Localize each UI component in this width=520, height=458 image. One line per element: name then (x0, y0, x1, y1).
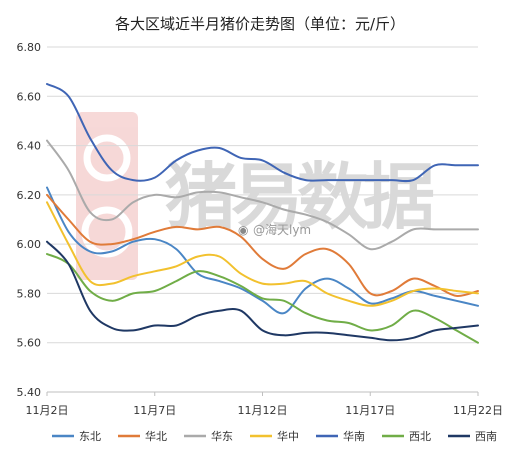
series-line-5 (46, 83, 479, 183)
legend-label: 华南 (343, 429, 365, 443)
y-tick-label: 5.40 (17, 386, 42, 399)
legend-label: 华北 (145, 429, 167, 443)
legend: 东北 华北 华东 华中 华南 西北 西南 (52, 429, 497, 443)
series-line-4 (46, 201, 479, 307)
y-tick-label: 6.20 (17, 189, 42, 202)
weibo-handle: @海天lym (253, 222, 311, 237)
x-tick-label: 11月2日 (26, 404, 69, 417)
axes: 5.40 5.60 5.80 6.00 6.20 6.40 6.60 6.80 11月2日 11月… (17, 41, 504, 417)
series-line-7 (46, 240, 479, 342)
y-tick-label: 6.60 (17, 90, 42, 103)
y-tick-label: 5.60 (17, 337, 42, 350)
watermark: 猪易数据 (76, 112, 435, 280)
series-line-3 (46, 139, 479, 251)
series-line-2 (46, 193, 479, 297)
watermark-logo-text: 猪易数据 (165, 154, 435, 239)
weibo-icon: ◉ (238, 223, 248, 237)
chart-title: 各大区域近半月猪价走势图（单位：元/斤） (115, 15, 405, 33)
weibo-watermark: ◉ @海天lym (238, 222, 311, 237)
series-line-1 (46, 186, 479, 315)
legend-label: 华东 (211, 429, 233, 443)
legend-label: 华中 (277, 429, 299, 443)
legend-label: 西北 (409, 430, 431, 443)
y-tick-label: 6.40 (17, 140, 42, 153)
legend-label: 西南 (475, 430, 497, 443)
y-tick-label: 5.80 (17, 287, 42, 300)
x-tick-label: 11月17日 (345, 404, 395, 417)
x-tick-label: 11月22日 (453, 404, 503, 417)
legend-label: 东北 (79, 430, 101, 443)
y-tick-label: 6.80 (17, 41, 42, 54)
series-lines (46, 83, 479, 344)
x-tick-label: 11月7日 (133, 404, 176, 417)
watermark-logo-icon (76, 112, 138, 280)
series-line-6 (46, 253, 479, 344)
y-tick-label: 6.00 (17, 238, 42, 251)
x-tick-label: 11月12日 (238, 404, 288, 417)
